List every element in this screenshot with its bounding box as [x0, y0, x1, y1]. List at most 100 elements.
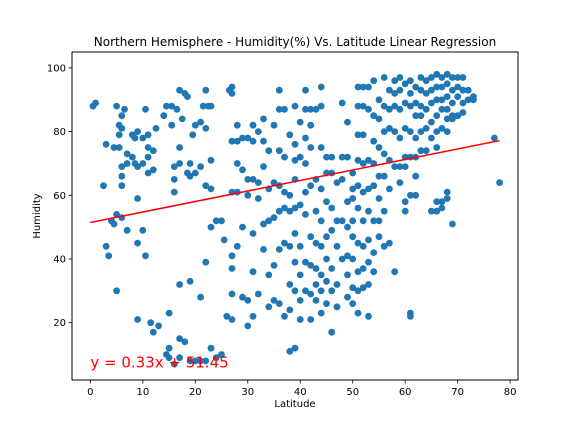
data-point — [302, 211, 309, 218]
data-point — [359, 265, 367, 272]
data-point — [134, 316, 142, 323]
data-point — [270, 297, 278, 304]
data-point — [307, 144, 315, 151]
data-point — [152, 124, 160, 132]
data-point — [302, 287, 309, 295]
data-point — [296, 201, 304, 209]
data-point — [131, 134, 139, 142]
data-point — [212, 217, 220, 225]
data-point — [365, 281, 372, 288]
data-point — [449, 115, 456, 123]
data-point — [244, 322, 252, 330]
data-point — [349, 300, 357, 307]
data-point — [317, 287, 325, 295]
data-point — [302, 86, 309, 94]
data-point — [449, 220, 456, 228]
data-point — [302, 258, 309, 266]
data-point — [142, 252, 149, 260]
data-point — [281, 153, 288, 161]
data-point — [176, 144, 184, 151]
data-point — [417, 128, 425, 136]
data-point — [186, 357, 194, 365]
data-point — [317, 309, 325, 317]
data-point — [407, 191, 414, 199]
data-point — [433, 144, 441, 151]
data-point — [249, 176, 257, 183]
data-point — [142, 105, 149, 113]
data-point — [228, 252, 236, 260]
data-point — [170, 188, 178, 196]
data-point — [317, 102, 325, 110]
data-point — [312, 105, 320, 113]
data-point — [359, 217, 367, 225]
data-point — [296, 316, 304, 323]
data-point — [454, 83, 462, 91]
data-point — [113, 211, 120, 218]
data-point — [110, 220, 118, 228]
data-point — [281, 105, 288, 113]
data-point — [155, 322, 163, 330]
data-point — [176, 281, 184, 288]
data-point — [249, 268, 257, 276]
data-point — [302, 105, 309, 113]
data-point — [307, 262, 315, 269]
data-point — [386, 86, 393, 94]
data-point — [286, 281, 294, 288]
data-point — [443, 128, 451, 136]
data-point — [443, 188, 451, 196]
data-point — [110, 144, 118, 151]
data-point — [443, 105, 451, 113]
data-point — [354, 268, 362, 276]
data-point — [380, 150, 388, 158]
data-point — [375, 144, 383, 151]
data-point — [344, 252, 351, 260]
data-point — [105, 252, 113, 260]
data-point — [270, 179, 278, 187]
data-point — [147, 319, 155, 327]
data-point — [92, 99, 99, 107]
data-point — [312, 265, 320, 272]
data-point — [391, 163, 399, 171]
data-point — [344, 198, 351, 206]
data-point — [286, 306, 294, 314]
data-point — [144, 153, 152, 161]
data-point — [365, 83, 372, 91]
data-point — [449, 74, 456, 81]
data-point — [265, 147, 273, 155]
data-point — [323, 153, 330, 161]
data-point — [228, 137, 236, 145]
data-point — [401, 99, 409, 107]
data-point — [333, 217, 341, 225]
data-point — [323, 233, 330, 241]
data-point — [349, 169, 357, 177]
data-point — [291, 102, 299, 110]
data-point — [197, 357, 205, 365]
data-point — [412, 134, 420, 142]
data-point — [370, 182, 378, 190]
data-point — [344, 223, 351, 231]
data-point — [359, 83, 367, 91]
data-point — [228, 316, 236, 323]
data-point — [270, 121, 278, 129]
data-point — [186, 160, 194, 167]
data-point — [333, 242, 341, 250]
data-point — [443, 80, 451, 88]
data-point — [375, 217, 383, 225]
data-point — [199, 102, 207, 110]
data-point — [338, 176, 346, 183]
data-point — [312, 297, 320, 304]
data-point — [115, 131, 123, 139]
data-point — [391, 102, 399, 110]
data-point — [496, 179, 503, 187]
data-point — [291, 287, 299, 295]
data-point — [260, 115, 267, 123]
data-point — [260, 137, 267, 145]
data-point — [291, 204, 299, 212]
data-point — [344, 293, 351, 301]
x-tick-label: 60 — [399, 387, 412, 398]
data-point — [443, 70, 451, 78]
data-point — [438, 124, 446, 132]
data-point — [302, 160, 309, 167]
data-point — [207, 185, 215, 193]
